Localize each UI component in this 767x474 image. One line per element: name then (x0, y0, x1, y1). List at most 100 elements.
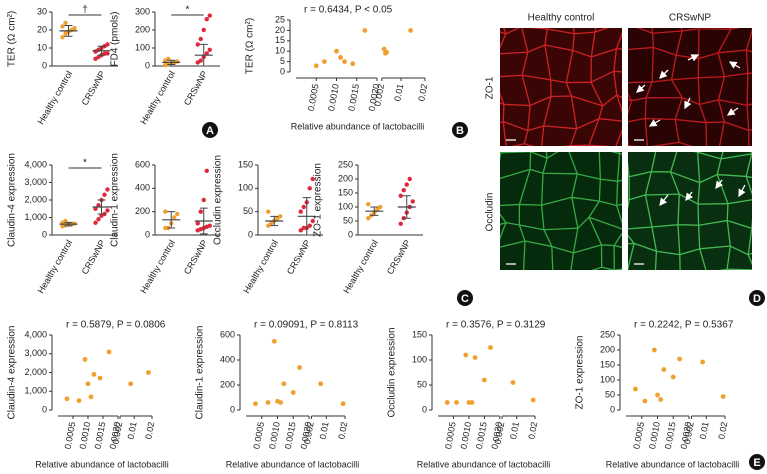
y-tick-label: 15 (275, 35, 285, 45)
data-point (93, 206, 98, 211)
x-tick-label: 0.0020 (367, 83, 382, 112)
x-tick-label: Healthy control (138, 238, 177, 295)
error-bar (370, 206, 379, 216)
panel-letter: B (456, 125, 464, 137)
column-label: Healthy control (528, 13, 595, 24)
data-point (321, 59, 327, 64)
cell-borders (628, 152, 752, 270)
y-axis-label: Occludin expression (213, 155, 224, 245)
y-tick-label: 0 (42, 229, 47, 239)
x-axis-label: Relative abundance of lactobacilli (417, 459, 551, 469)
data-point (85, 381, 91, 387)
y-tick-label: 100 (412, 354, 427, 364)
x-tick-label: 0.01 (318, 421, 331, 440)
data-point (204, 168, 209, 174)
data-point (454, 400, 459, 405)
x-tick-label: 0.01 (508, 421, 521, 440)
data-point (195, 42, 200, 47)
y-tick-label: 0 (610, 404, 615, 414)
data-point (278, 400, 284, 405)
error-bar (402, 195, 411, 219)
y-tick-label: 200 (220, 379, 235, 389)
panel-badge (452, 122, 468, 138)
arrow (636, 84, 646, 93)
error-bar (167, 59, 176, 66)
x-tick-label: 0.0015 (346, 83, 361, 112)
data-point (378, 204, 383, 210)
arrow (715, 179, 724, 190)
data-point (105, 208, 110, 213)
x-tick-label: 0.0005 (306, 83, 321, 112)
data-point (307, 223, 312, 228)
error-bar (270, 215, 279, 227)
y-tick-label: 250 (600, 329, 615, 339)
data-point (651, 347, 657, 353)
data-point (278, 214, 283, 219)
data-point (281, 381, 287, 387)
data-point (64, 396, 70, 402)
y-tick-label: 30 (37, 6, 47, 16)
data-point (670, 374, 676, 380)
cell-borders (628, 28, 752, 146)
annotation: r = 0.3576, P = 0.3129 (446, 320, 546, 331)
data-point (195, 221, 200, 226)
data-point (410, 199, 415, 204)
arrow (659, 194, 669, 207)
x-tick-label: 0.0010 (459, 421, 474, 450)
data-point (204, 51, 209, 56)
x-tick-label: Healthy control (138, 69, 177, 126)
data-point (362, 28, 368, 33)
y-tick-label: 200 (135, 24, 150, 34)
image-bg (500, 28, 622, 146)
data-point (201, 197, 206, 203)
error-bar (199, 207, 208, 235)
y-tick-label: 0 (145, 60, 150, 70)
y-tick-label: 600 (220, 329, 235, 339)
panel-letter: A (206, 125, 214, 137)
data-point (253, 401, 258, 407)
y-tick-label: 400 (135, 183, 150, 193)
data-point (310, 176, 315, 182)
data-point (444, 400, 450, 405)
panel-letter: D (753, 293, 761, 305)
x-tick-label: 0.02 (416, 83, 429, 102)
x-tick-label: 0.0010 (647, 421, 662, 450)
x-tick-label: CRSwNP (385, 238, 413, 276)
data-point (102, 192, 107, 197)
data-point (207, 47, 212, 52)
annotation: r = 0.2242, P = 0.5367 (634, 320, 734, 331)
y-tick-label: 50 (343, 215, 353, 225)
significance-mark: * (186, 5, 190, 16)
data-point (97, 375, 103, 381)
data-point (481, 377, 487, 383)
x-tick-label: 0.0015 (283, 421, 298, 450)
data-point (207, 13, 212, 18)
y-tick-label: 10 (275, 46, 285, 56)
x-tick-label: 0.0020 (679, 421, 694, 450)
y-tick-label: 150 (238, 159, 253, 169)
data-point (301, 204, 306, 210)
data-point (298, 228, 303, 233)
data-point (269, 221, 274, 226)
x-tick-label: 0.0005 (631, 421, 646, 450)
y-tick-label: 200 (600, 344, 615, 354)
data-point (266, 209, 271, 214)
cell-borders (500, 28, 622, 146)
data-point (655, 392, 660, 398)
y-tick-label: 0 (280, 66, 285, 76)
data-point (290, 390, 296, 395)
data-point (469, 400, 475, 405)
y-tick-label: 2,000 (24, 194, 47, 204)
data-point (198, 36, 203, 42)
y-axis-label: Claudin-1 expression (195, 326, 206, 420)
data-point (342, 59, 347, 64)
y-axis-label: TER (Ω cm²) (7, 11, 18, 67)
x-tick-label: 0.0015 (93, 421, 108, 450)
data-point (271, 338, 277, 344)
y-tick-label: 0 (348, 229, 353, 239)
data-point (88, 394, 94, 400)
y-tick-label: 4,000 (24, 159, 47, 169)
x-tick-label: 0.02 (336, 421, 349, 440)
data-point (510, 380, 516, 385)
data-point (201, 27, 206, 33)
